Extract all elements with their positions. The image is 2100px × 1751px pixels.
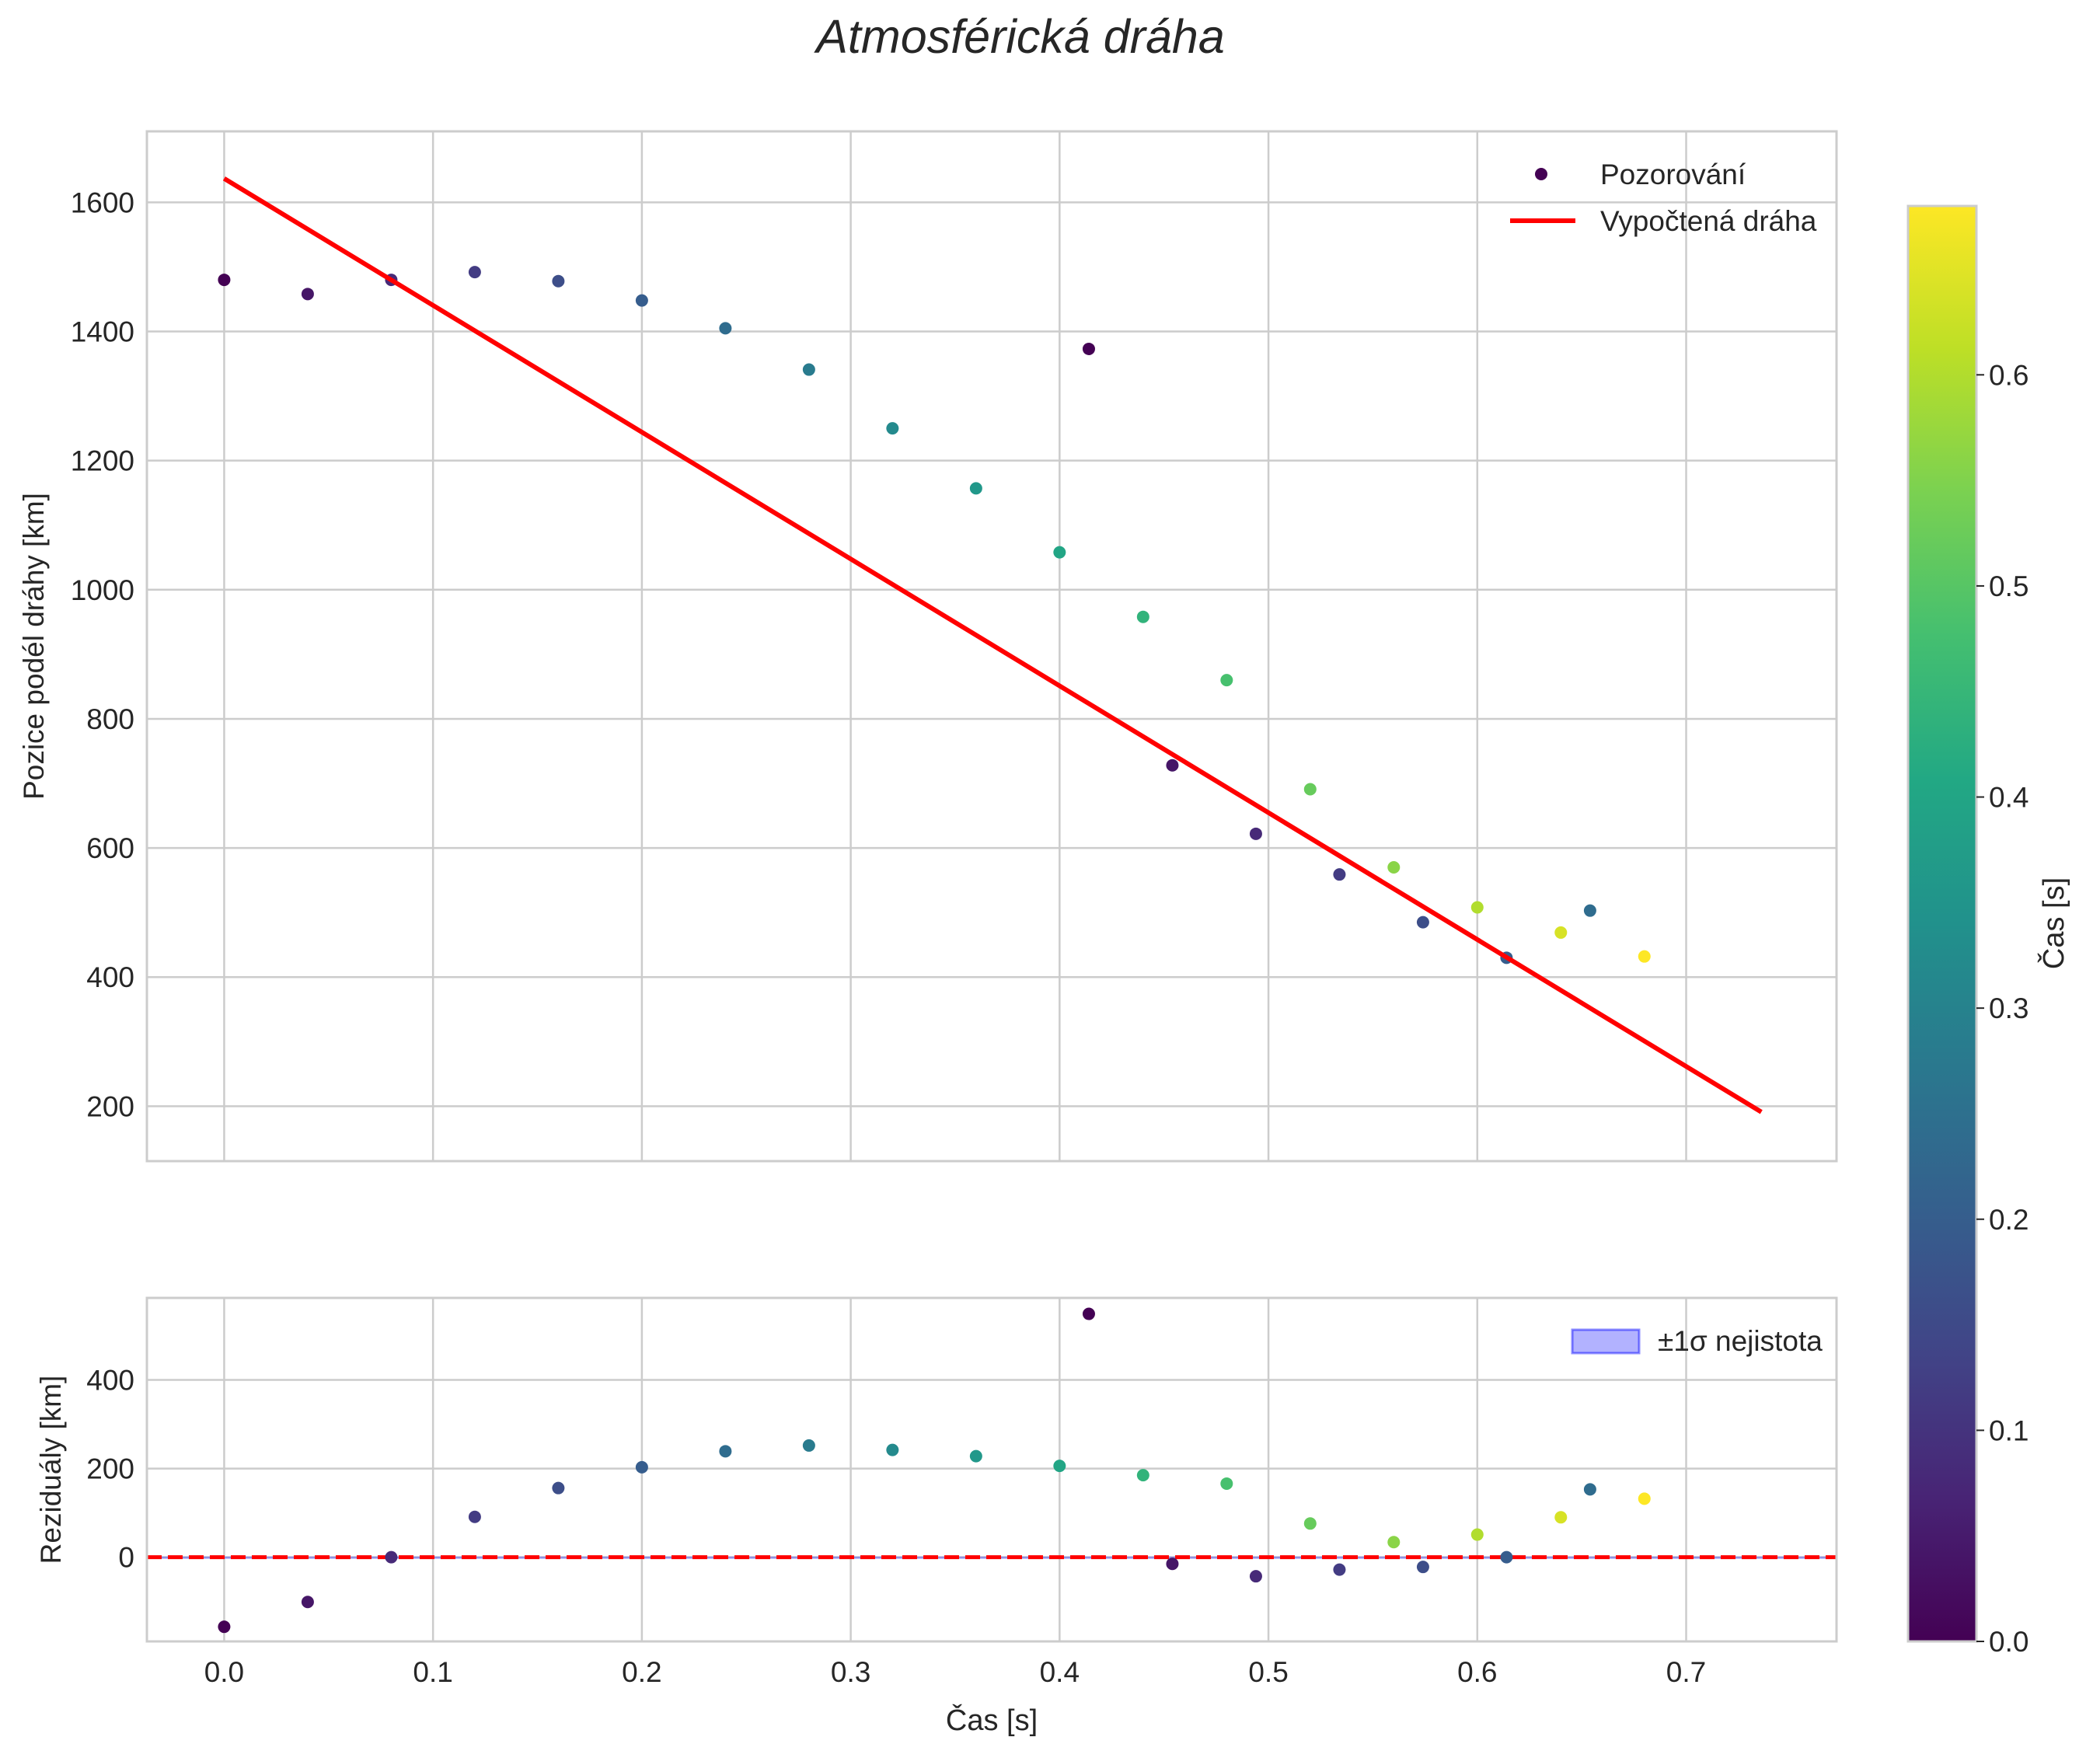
data-point bbox=[218, 1620, 231, 1634]
data-point bbox=[635, 1460, 648, 1474]
y-tick-label: 200 bbox=[86, 1090, 134, 1122]
colorbar-tick-label: 0.6 bbox=[1989, 359, 2028, 391]
data-point bbox=[1303, 1517, 1317, 1530]
data-point bbox=[1638, 1492, 1651, 1505]
legend-label: Vypočtená dráha bbox=[1600, 205, 1817, 237]
data-point bbox=[1053, 546, 1066, 559]
x-tick-label: 0.4 bbox=[1040, 1656, 1080, 1688]
data-point bbox=[385, 1550, 398, 1564]
data-point bbox=[1333, 1563, 1346, 1576]
data-point bbox=[802, 1439, 815, 1452]
data-point bbox=[468, 1510, 481, 1523]
data-point bbox=[1136, 610, 1149, 623]
data-point bbox=[1166, 759, 1179, 772]
data-point bbox=[301, 1596, 314, 1609]
y-tick-label: 200 bbox=[86, 1453, 134, 1485]
colorbar-gradient bbox=[1906, 204, 1978, 1643]
x-tick-label: 0.5 bbox=[1248, 1656, 1288, 1688]
data-point bbox=[1583, 904, 1596, 917]
legend-patch bbox=[1571, 1328, 1641, 1355]
y-tick-label: 1400 bbox=[71, 316, 134, 348]
colorbar-ticks: 0.0 0.1 0.2 0.3 0.4 0.5 0.6 bbox=[1976, 359, 2028, 1658]
data-point bbox=[1416, 916, 1429, 929]
plot-frame bbox=[145, 130, 1838, 1163]
data-point bbox=[301, 288, 314, 301]
y-tick-label: 600 bbox=[86, 832, 134, 864]
legend-label: ±1σ nejistota bbox=[1658, 1325, 1823, 1357]
data-point bbox=[719, 1445, 732, 1458]
fitted-trajectory-line bbox=[222, 176, 1763, 1114]
y-tick-label: 400 bbox=[86, 1365, 134, 1397]
data-point bbox=[1500, 1550, 1513, 1564]
plot-frame bbox=[145, 1296, 1838, 1643]
x-tick-label: 0.2 bbox=[622, 1656, 661, 1688]
data-point bbox=[1387, 861, 1401, 874]
x-axis-label: Čas [s] bbox=[946, 1703, 1038, 1737]
plot-area bbox=[147, 1298, 1837, 1641]
y-tick-label: 1000 bbox=[71, 574, 134, 606]
y-tick-label: 0 bbox=[118, 1542, 134, 1574]
data-point bbox=[1082, 1307, 1095, 1320]
legend: ±1σ nejistota bbox=[1571, 1325, 1823, 1357]
y-tick-label: 1200 bbox=[71, 445, 134, 477]
data-point bbox=[1416, 1561, 1429, 1574]
data-point bbox=[1387, 1536, 1401, 1549]
data-point bbox=[552, 1481, 565, 1495]
data-point bbox=[886, 1443, 899, 1456]
y-axis-label: Pozice podél dráhy [km] bbox=[18, 493, 50, 800]
residuals-panel: 0 200 400 0.0 0.1 0.2 0.3 0.4 0.5 0.6 0.7 Reziduály… bbox=[35, 1296, 1838, 1737]
y-tick-label: 1600 bbox=[71, 187, 134, 218]
data-point bbox=[218, 274, 231, 287]
data-point bbox=[1554, 1511, 1568, 1524]
colorbar-tick-label: 0.0 bbox=[1989, 1626, 2028, 1658]
data-point bbox=[969, 1449, 982, 1463]
data-point bbox=[1053, 1460, 1066, 1473]
data-point bbox=[1082, 342, 1095, 355]
x-tick-label: 0.3 bbox=[831, 1656, 870, 1688]
x-tick-label: 0.1 bbox=[413, 1656, 452, 1688]
data-point bbox=[1249, 1570, 1262, 1583]
data-point bbox=[802, 363, 815, 376]
x-tick-label: 0.7 bbox=[1666, 1656, 1706, 1688]
colorbar-tick-label: 0.5 bbox=[1989, 570, 2028, 602]
y-tick-label: 800 bbox=[86, 703, 134, 735]
data-point bbox=[1554, 926, 1568, 939]
y-tick-label: 400 bbox=[86, 961, 134, 993]
trajectory-panel: 200 400 600 800 1000 1200 1400 1600 Pozice podél… bbox=[18, 130, 1838, 1163]
data-point bbox=[635, 294, 648, 307]
data-point bbox=[1333, 868, 1346, 881]
data-point bbox=[1303, 783, 1317, 796]
x-tick-label: 0.0 bbox=[204, 1656, 244, 1688]
data-point bbox=[719, 322, 732, 335]
data-point bbox=[1470, 901, 1484, 914]
data-point bbox=[1166, 1557, 1179, 1571]
legend-marker bbox=[1535, 168, 1547, 180]
colorbar-tick-label: 0.4 bbox=[1989, 782, 2028, 814]
data-point bbox=[1220, 674, 1233, 687]
colorbar-tick-label: 0.1 bbox=[1989, 1414, 2028, 1446]
colorbar-label: Čas [s] bbox=[2036, 877, 2070, 969]
y-axis-label: Reziduály [km] bbox=[35, 1376, 67, 1564]
x-tick-label: 0.6 bbox=[1457, 1656, 1497, 1688]
data-point bbox=[886, 422, 899, 435]
colorbar-tick-label: 0.2 bbox=[1989, 1204, 2028, 1236]
data-point bbox=[552, 274, 565, 288]
legend: Pozorování Vypočtená dráha bbox=[1510, 159, 1817, 237]
data-point bbox=[1638, 950, 1651, 963]
colorbar: 0.0 0.1 0.2 0.3 0.4 0.5 0.6 Čas [s] bbox=[1906, 204, 2070, 1658]
data-point bbox=[1470, 1528, 1484, 1541]
colorbar-tick-label: 0.3 bbox=[1989, 992, 2028, 1024]
data-point bbox=[969, 482, 982, 495]
data-point bbox=[1249, 827, 1262, 840]
legend-label: Pozorování bbox=[1600, 159, 1746, 190]
data-point bbox=[1220, 1477, 1233, 1490]
figure-title: Atmosférická dráha bbox=[813, 10, 1225, 63]
data-point bbox=[1583, 1483, 1596, 1496]
data-point bbox=[468, 266, 481, 279]
data-point bbox=[1136, 1469, 1149, 1482]
